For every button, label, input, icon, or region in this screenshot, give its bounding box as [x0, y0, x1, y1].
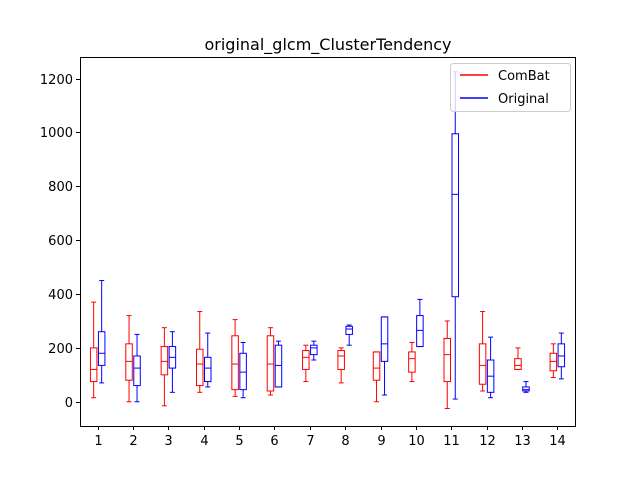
y-tick-label: 400 [48, 288, 73, 303]
y-tick-label: 1000 [40, 126, 73, 141]
box-body [514, 358, 522, 370]
x-tick-label: 4 [200, 434, 208, 449]
box-body [443, 337, 451, 383]
box-original-4 [204, 332, 212, 388]
x-tick-label: 2 [129, 434, 137, 449]
y-tick-label: 1200 [40, 73, 73, 88]
box-original-7 [310, 340, 318, 361]
box-combat-5 [231, 319, 239, 397]
box-combat-13 [514, 347, 522, 370]
box-original-14 [557, 332, 566, 380]
box-body [337, 350, 345, 370]
x-tick-label: 1 [94, 434, 102, 449]
x-tick-label: 14 [549, 434, 566, 449]
y-tick-label: 200 [48, 342, 73, 357]
legend-label-original: Original [498, 92, 549, 107]
x-tick-label: 9 [377, 434, 385, 449]
box-combat-8 [337, 347, 345, 384]
axes-frame [80, 57, 576, 427]
box-combat-10 [408, 342, 416, 383]
box-original-13 [522, 381, 530, 393]
box-combat-1 [89, 301, 98, 399]
box-body [196, 348, 204, 387]
box-combat-12 [478, 311, 487, 392]
y-tick-label: 600 [48, 234, 73, 249]
x-tick-label: 8 [341, 434, 349, 449]
box-body [266, 335, 275, 392]
box-combat-4 [196, 311, 204, 393]
box-body [408, 351, 416, 373]
x-tick-label: 10 [408, 434, 425, 449]
box-body [451, 133, 459, 298]
box-body [310, 344, 318, 356]
box-combat-2 [125, 315, 133, 403]
box-combat-11 [443, 320, 451, 409]
box-combat-7 [302, 344, 310, 383]
box-body [345, 325, 353, 335]
x-tick-label: 13 [514, 434, 531, 449]
x-tick-label: 12 [479, 434, 496, 449]
box-body [478, 343, 487, 385]
box-body [416, 315, 424, 348]
box-original-3 [168, 331, 177, 393]
box-body [380, 316, 389, 362]
box-combat-6 [266, 327, 275, 396]
x-tick-label: 6 [270, 434, 278, 449]
box-original-5 [239, 342, 247, 399]
box-combat-9 [372, 351, 381, 403]
box-body [239, 352, 247, 391]
box-body [231, 335, 239, 391]
box-combat-14 [549, 343, 558, 379]
box-body [160, 346, 169, 376]
x-tick-label: 5 [235, 434, 243, 449]
legend-label-combat: ComBat [498, 69, 550, 84]
box-body [549, 352, 558, 372]
box-combat-3 [160, 327, 169, 407]
box-original-12 [486, 336, 495, 399]
legend: ComBat Original [450, 63, 571, 112]
box-original-9 [380, 316, 389, 396]
box-original-1 [97, 280, 106, 384]
box-original-10 [416, 298, 424, 348]
box-body [522, 386, 530, 392]
box-body [372, 351, 381, 381]
box-body [302, 350, 310, 370]
box-original-6 [274, 340, 283, 388]
box-body [204, 356, 212, 383]
box-body [557, 343, 566, 368]
box-body [89, 347, 98, 383]
x-tick-label: 3 [164, 434, 172, 449]
chart-title: original_glcm_ClusterTendency [204, 35, 451, 55]
box-body [274, 344, 283, 388]
box-body [133, 355, 141, 387]
y-tick-label: 0 [65, 396, 73, 411]
box-body [125, 343, 133, 381]
y-tick-label: 800 [48, 180, 73, 195]
box-original-2 [133, 333, 141, 403]
x-tick-label: 7 [306, 434, 314, 449]
box-original-8 [345, 324, 353, 346]
box-body [97, 331, 106, 366]
x-tick-label: 11 [443, 434, 460, 449]
